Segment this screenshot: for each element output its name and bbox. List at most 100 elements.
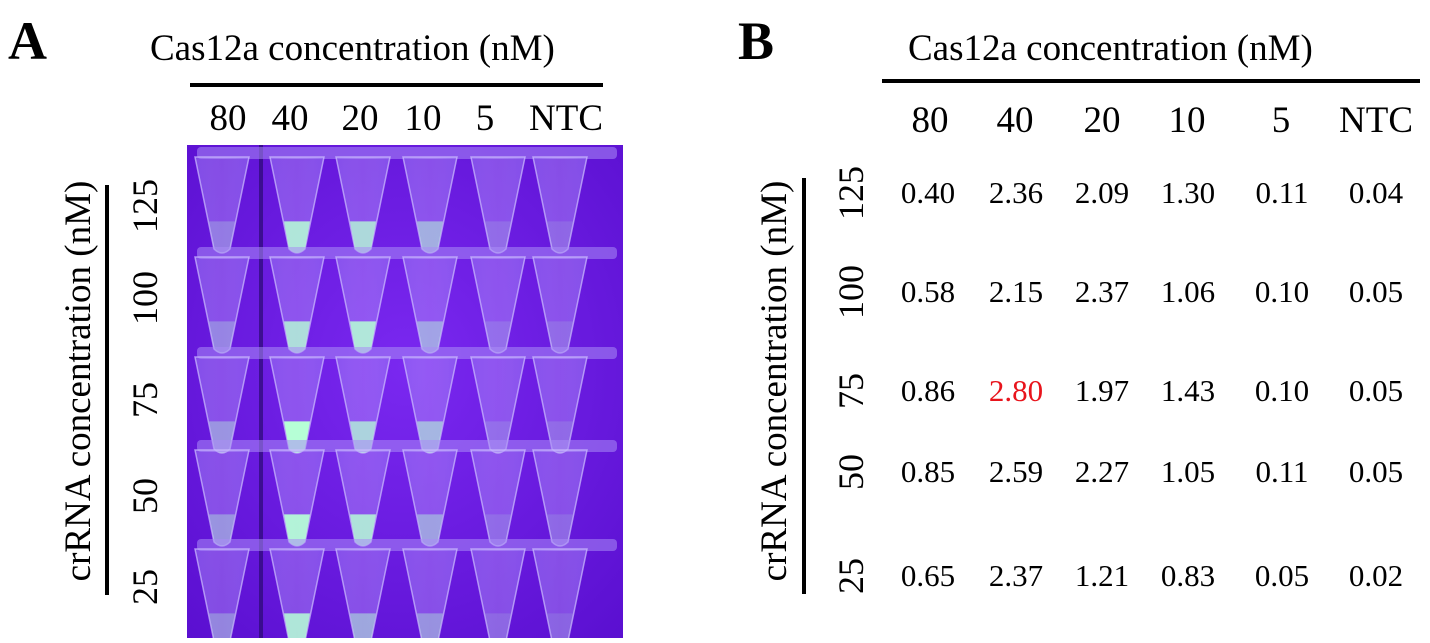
panel-a-col-tick: 5 [475,98,495,139]
tube-fluorescence [209,221,235,253]
tube-fluorescence [350,221,376,253]
table-cell: 0.11 [1255,175,1309,210]
table-cell: 0.10 [1254,373,1310,408]
panel-a-letter: A [8,11,47,71]
panel-a-col-tick: NTC [529,98,603,139]
tube-fluorescence [547,514,573,546]
table-cell: 1.21 [1074,558,1130,593]
tube-fluorescence [485,321,511,353]
panel-a-row-tick: 25 [125,569,165,605]
reaction-tube [194,548,250,638]
panel-b-row-tick: 25 [831,558,871,594]
panel-b-row-tick: 75 [831,373,871,409]
table-cell: 2.37 [988,558,1044,593]
tube-fluorescence [417,613,443,638]
tube-fluorescence [485,613,511,638]
table-cell: 0.65 [900,558,956,593]
panel-b-col-tick: 80 [911,100,949,141]
tube-strip-cap [197,347,617,359]
tube-fluorescence [485,514,511,546]
highlighted-table-cell: 2.80 [988,373,1044,408]
panel-b-col-tick: 40 [996,100,1034,141]
table-cell: 2.15 [988,274,1044,309]
tube-fluorescence [209,613,235,638]
tube-fluorescence [284,221,310,253]
table-cell: 2.37 [1074,274,1130,309]
panel-b-row-tick: 125 [831,166,871,220]
tube-fluorescence [209,321,235,353]
table-cell: 0.04 [1348,175,1404,210]
table-cell: 1.30 [1160,175,1216,210]
panel-b-row-rule [802,178,806,594]
reaction-tube [335,548,391,638]
table-cell: 0.58 [900,274,956,309]
panel-a-col-tick: 40 [271,98,309,139]
photo-divider [259,145,263,638]
panel-b-row-title: crRNA concentration (nM) [754,180,795,582]
table-cell: 1.05 [1160,454,1216,489]
table-cell: 0.40 [900,175,956,210]
panel-a-column-title: Cas12a concentration (nM) [150,28,555,69]
tube-strip-cap [197,247,617,259]
tube-fluorescence [350,321,376,353]
reaction-tube [402,548,458,638]
fluorescence-tube-photo [187,145,623,638]
tube-fluorescence [547,613,573,638]
panel-a-row-tick: 75 [125,382,165,418]
tube-fluorescence [547,221,573,253]
table-cell: 0.05 [1348,274,1404,309]
tube-fluorescence [417,321,443,353]
tube-fluorescence [547,321,573,353]
reaction-tube [470,548,526,638]
table-cell: 1.43 [1160,373,1216,408]
table-cell: 0.83 [1160,558,1216,593]
tube-array [187,145,623,638]
table-cell: 0.05 [1254,558,1310,593]
panel-b-col-tick: 20 [1083,100,1121,141]
panel-a-col-tick: 80 [209,98,247,139]
table-cell: 1.97 [1074,373,1130,408]
panel-b-row-tick: 50 [831,454,871,490]
panel-a-row-tick: 100 [125,271,165,325]
panel-a-col-tick: 20 [341,98,379,139]
panel-a-row-title: crRNA concentration (nM) [58,180,99,582]
panel-a-column-rule [190,83,603,87]
table-cell: 2.59 [988,454,1044,489]
table-cell: 0.05 [1348,454,1404,489]
tube-fluorescence [209,514,235,546]
tube-fluorescence [417,514,443,546]
tube-fluorescence [284,514,310,546]
table-cell: 0.02 [1348,558,1404,593]
panel-b-col-tick: 10 [1168,100,1206,141]
tube-fluorescence [417,221,443,253]
panel-b-col-tick: NTC [1339,100,1413,141]
tube-fluorescence [485,221,511,253]
tube-strip-cap [197,147,617,159]
table-cell: 0.05 [1348,373,1404,408]
tube-fluorescence [350,514,376,546]
tube-strip-cap [197,539,617,551]
panel-a-row-tick: 125 [125,179,165,233]
table-cell: 1.06 [1160,274,1216,309]
reaction-tube [269,548,325,638]
tube-fluorescence [350,613,376,638]
table-cell: 0.11 [1255,454,1309,489]
panel-b-column-title: Cas12a concentration (nM) [908,28,1313,69]
panel-b-column-rule [882,79,1420,83]
table-cell: 2.27 [1074,454,1130,489]
table-cell: 0.85 [900,454,956,489]
reaction-tube [532,548,588,638]
table-cell: 0.10 [1254,274,1310,309]
table-cell: 2.36 [988,175,1044,210]
panel-b-letter: B [738,11,775,71]
table-cell: 2.09 [1074,175,1130,210]
tube-fluorescence [284,321,310,353]
table-cell: 0.86 [900,373,956,408]
tube-strip-cap [197,440,617,452]
panel-a-row-tick: 50 [125,478,165,514]
panel-a-row-rule [105,185,109,595]
panel-b-col-tick: 5 [1271,100,1291,141]
tube-fluorescence [284,613,310,638]
panel-b-row-tick: 100 [831,265,871,319]
panel-a-col-tick: 10 [404,98,442,139]
